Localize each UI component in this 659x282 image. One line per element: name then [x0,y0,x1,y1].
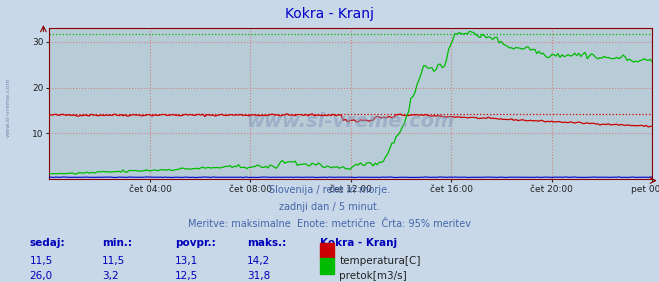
Text: Kokra - Kranj: Kokra - Kranj [320,238,397,248]
Text: 13,1: 13,1 [175,256,198,266]
Text: maks.:: maks.: [247,238,287,248]
Text: zadnji dan / 5 minut.: zadnji dan / 5 minut. [279,202,380,212]
Text: www.si-vreme.com: www.si-vreme.com [246,112,455,131]
Text: 11,5: 11,5 [102,256,125,266]
Text: min.:: min.: [102,238,132,248]
Text: 12,5: 12,5 [175,271,198,281]
Text: povpr.:: povpr.: [175,238,215,248]
Text: 26,0: 26,0 [30,271,53,281]
Text: Meritve: maksimalne  Enote: metrične  Črta: 95% meritev: Meritve: maksimalne Enote: metrične Črta… [188,219,471,228]
Text: Slovenija / reke in morje.: Slovenija / reke in morje. [269,185,390,195]
Text: www.si-vreme.com: www.si-vreme.com [5,78,11,137]
Text: sedaj:: sedaj: [30,238,65,248]
Text: 14,2: 14,2 [247,256,270,266]
Text: pretok[m3/s]: pretok[m3/s] [339,271,407,281]
Text: 31,8: 31,8 [247,271,270,281]
Text: Kokra - Kranj: Kokra - Kranj [285,7,374,21]
Text: 3,2: 3,2 [102,271,119,281]
Text: temperatura[C]: temperatura[C] [339,256,421,266]
Text: 11,5: 11,5 [30,256,53,266]
